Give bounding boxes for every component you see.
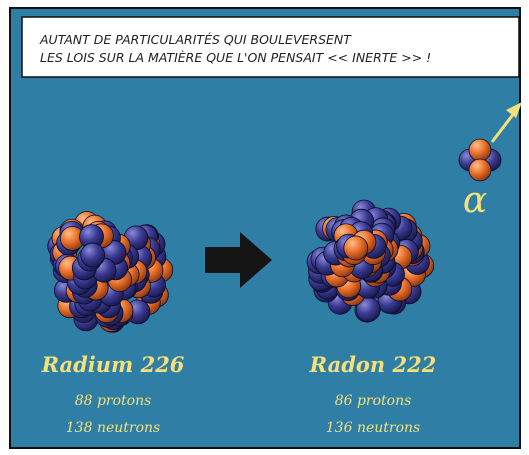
panel: AUTANT DE PARTICULARITÉS QUI BOULEVERSEN… — [0, 0, 529, 455]
neutron — [81, 243, 105, 267]
alpha-symbol: α — [463, 180, 487, 221]
nucleus-name: Radon 222 — [309, 352, 437, 377]
proton — [344, 236, 368, 260]
caption-box — [22, 17, 519, 77]
caption-line: AUTANT DE PARTICULARITÉS QUI BOULEVERSEN… — [39, 32, 352, 47]
protons: 88 protons — [75, 393, 152, 409]
protons: 86 protons — [335, 393, 412, 409]
nucleus-name: Radium 226 — [41, 352, 185, 377]
neutrons: 138 neutrons — [66, 420, 160, 436]
proton — [469, 139, 491, 161]
neutrons: 136 neutrons — [326, 420, 420, 436]
proton — [469, 159, 491, 181]
caption-line: LES LOIS SUR LA MATIÈRE QUE L'ON PENSAIT… — [40, 50, 431, 65]
